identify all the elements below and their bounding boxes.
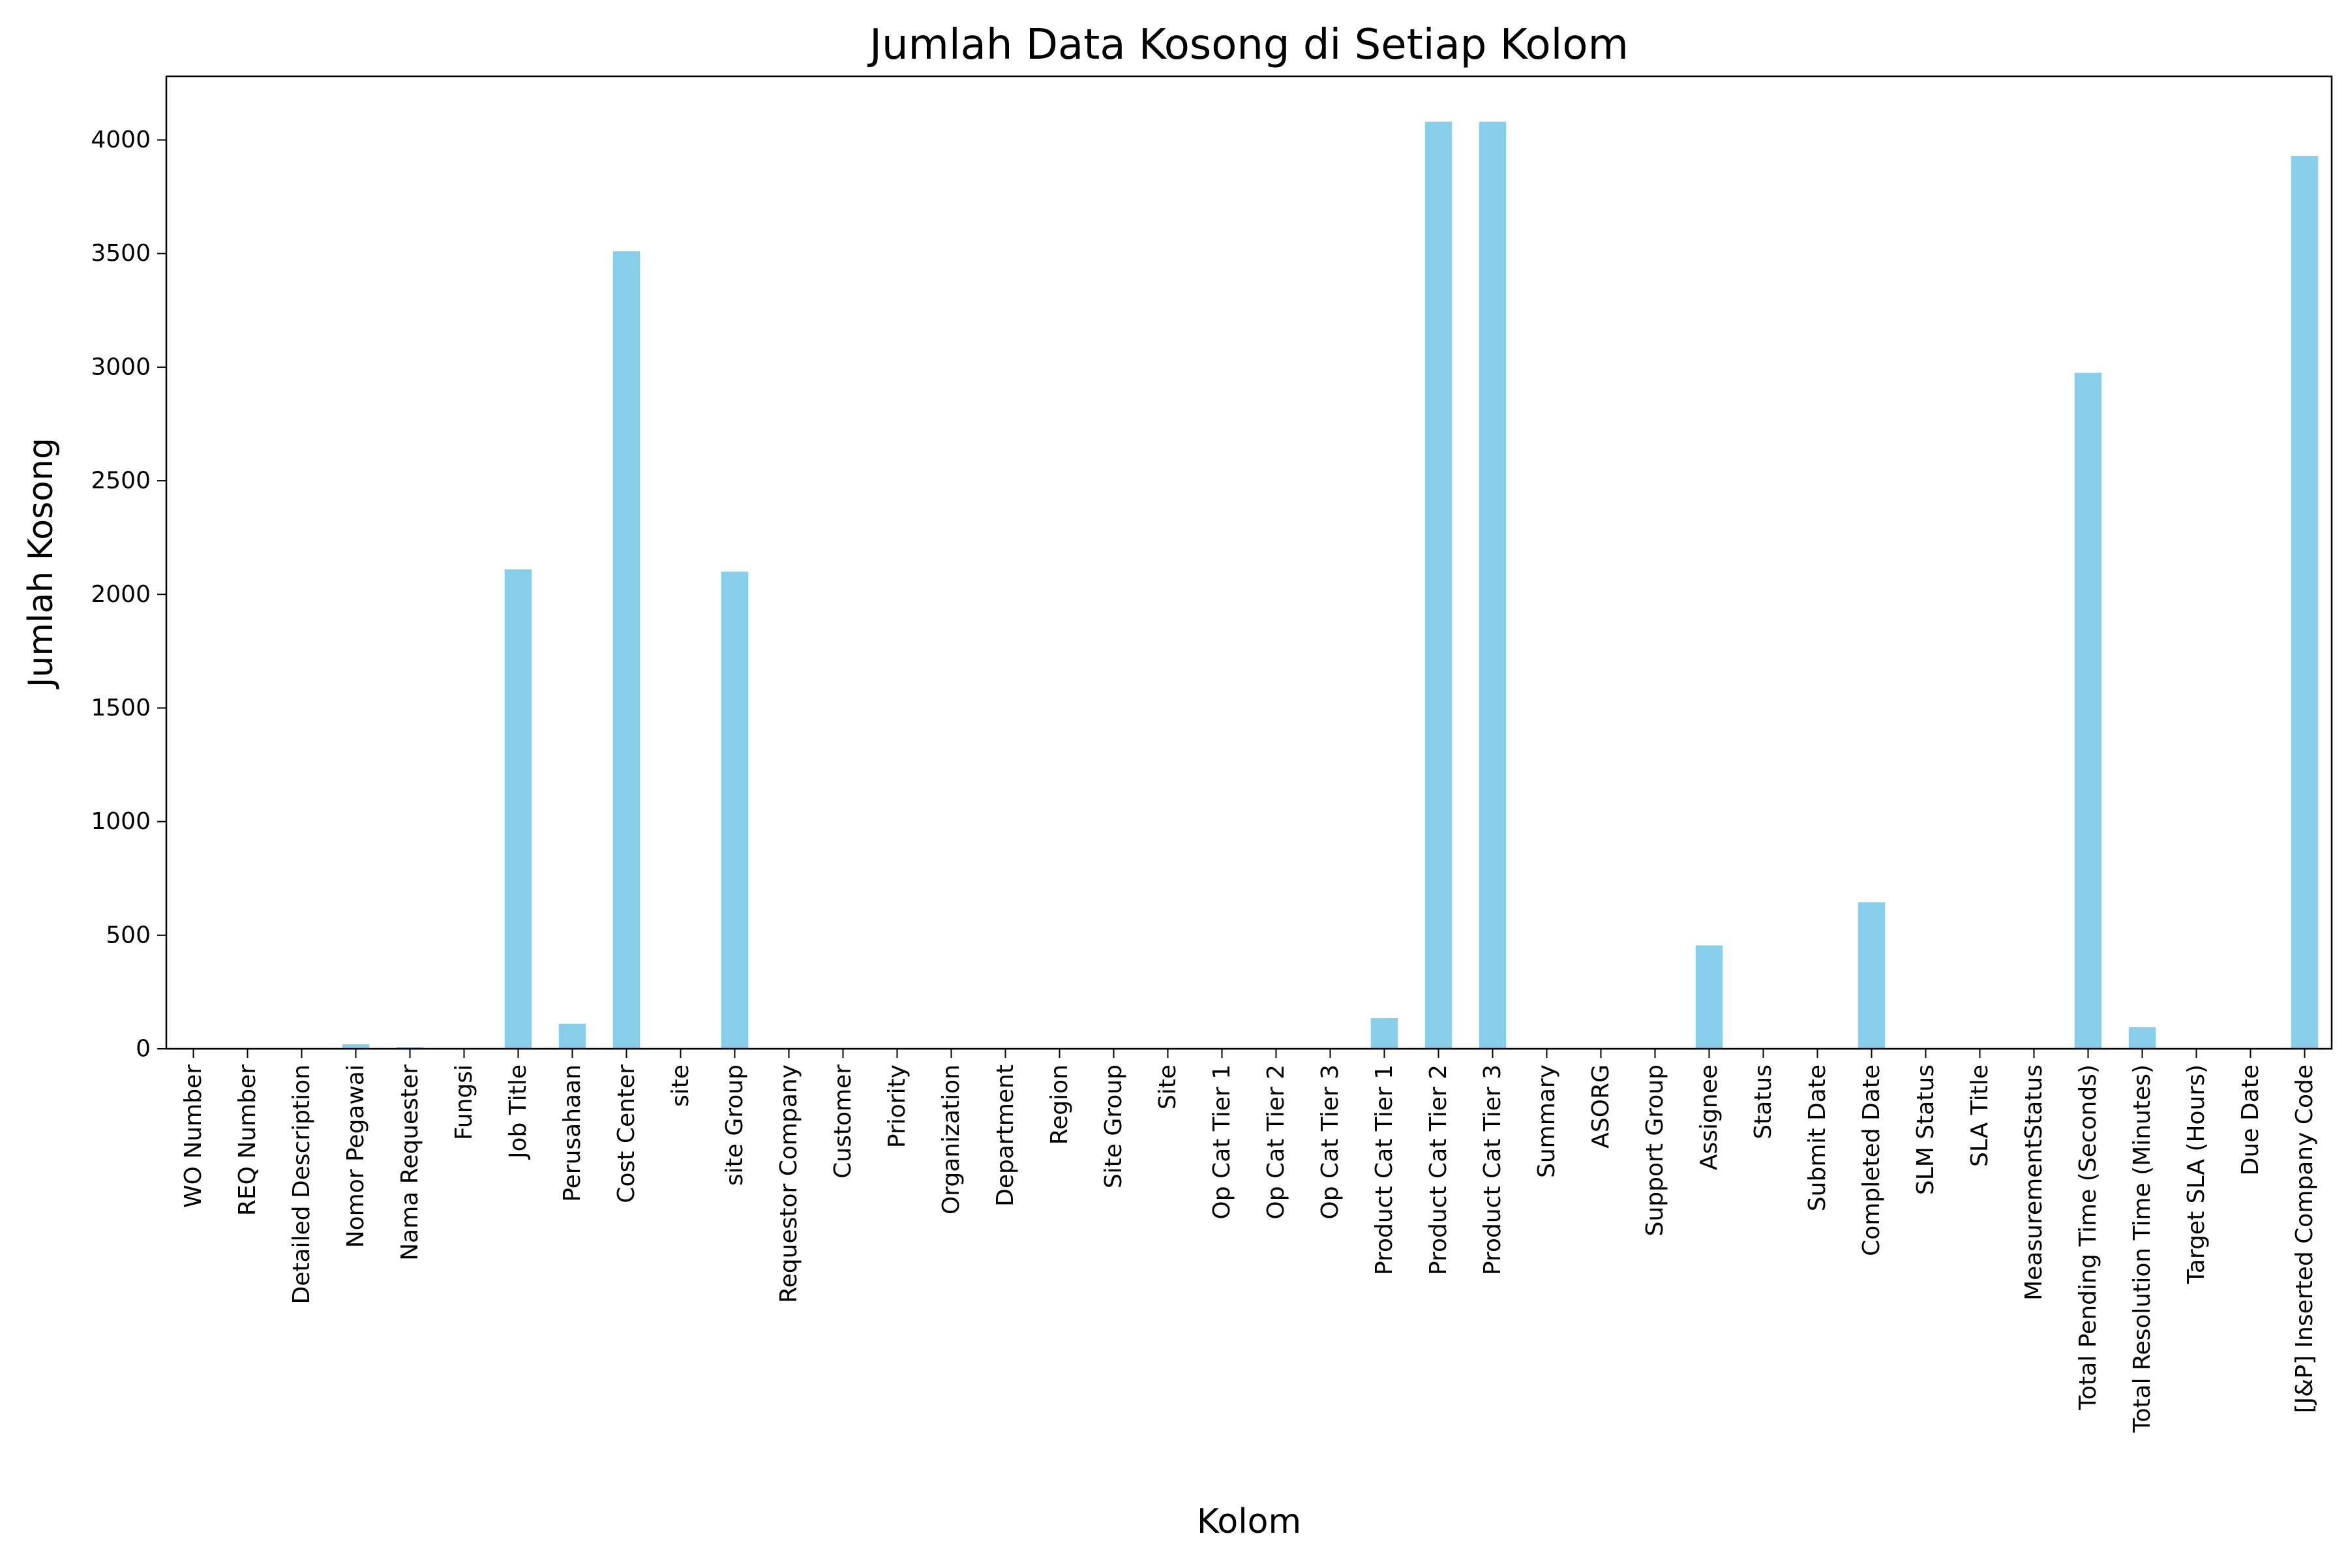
bar-35: [2074, 372, 2102, 1049]
bar-24: [1479, 121, 1507, 1049]
y-axis: 0 500 1000 1500 2000 2500 3000 3500 4000: [91, 127, 166, 1063]
x-tick-label: Product Cat Tier 2: [1425, 1064, 1452, 1275]
x-tick-label: Organization: [938, 1064, 965, 1214]
x-tick-label: Submit Date: [1804, 1064, 1831, 1211]
x-tick-label: Op Cat Tier 1: [1209, 1064, 1235, 1220]
bar-28: [1695, 945, 1723, 1049]
bar-10: [721, 571, 749, 1049]
x-tick-label: Site: [1154, 1064, 1181, 1109]
x-tick-label: Support Group: [1642, 1064, 1668, 1236]
x-tick-label: site Group: [721, 1064, 748, 1186]
bar-23: [1424, 121, 1452, 1049]
x-tick-label: Site Group: [1100, 1064, 1127, 1188]
x-tick-label: SLA Title: [1966, 1064, 1993, 1167]
x-tick-label: [J&P] Inserted Company Code: [2291, 1064, 2318, 1413]
y-tick-label: 3500: [91, 240, 151, 267]
x-tick-label: Summary: [1533, 1064, 1560, 1178]
x-tick-label: WO Number: [180, 1064, 207, 1208]
x-tick-label: ASORG: [1588, 1064, 1614, 1149]
bar-4: [396, 1047, 424, 1049]
bar-6: [504, 569, 532, 1049]
x-tick-label: Product Cat Tier 1: [1371, 1064, 1398, 1275]
y-tick-label: 2500: [91, 468, 151, 494]
x-tick-label: Region: [1046, 1064, 1073, 1145]
y-tick-label: 4000: [91, 127, 151, 153]
x-tick-label: Op Cat Tier 3: [1317, 1064, 1344, 1220]
y-tick-label: 3000: [91, 354, 151, 380]
x-tick-label: Detailed Description: [288, 1064, 315, 1304]
x-tick-label: Op Cat Tier 2: [1263, 1064, 1289, 1220]
x-tick-label: Priority: [884, 1064, 911, 1148]
y-tick-label: 1500: [91, 695, 151, 721]
chart-title: Jumlah Data Kosong di Setiap Kolom: [867, 21, 1629, 69]
bar-7: [558, 1023, 586, 1049]
bar-22: [1370, 1018, 1398, 1049]
x-tick-label: Fungsi: [451, 1064, 477, 1140]
x-tick-label: Total Pending Time (Seconds): [2075, 1064, 2101, 1411]
y-axis-label: Jumlah Kosong: [22, 438, 61, 689]
y-tick-label: 2000: [91, 581, 151, 608]
bar-3: [342, 1044, 370, 1049]
x-tick-label: Cost Center: [613, 1064, 640, 1203]
x-tick-label: Department: [992, 1064, 1019, 1207]
x-tick-label: Perusahaan: [559, 1064, 586, 1202]
bar-31: [1858, 902, 1886, 1049]
y-tick-label: 0: [136, 1036, 151, 1063]
x-tick-label: Nama Requester: [397, 1064, 423, 1261]
x-tick-label: Status: [1750, 1064, 1777, 1139]
y-tick-label: 1000: [91, 808, 151, 835]
bars-layer: [342, 121, 2319, 1049]
x-tick-label: site: [667, 1064, 694, 1107]
x-tick-label: Requestor Company: [775, 1064, 802, 1303]
x-tick-label: Target SLA (Hours): [2183, 1064, 2210, 1284]
plot-frame: [165, 75, 2333, 1050]
x-tick-label: SLM Status: [1912, 1064, 1939, 1195]
x-tick-label: Completed Date: [1858, 1064, 1885, 1256]
x-tick-label: MeasurementStatus: [2021, 1064, 2047, 1301]
x-tick-label: REQ Number: [234, 1064, 261, 1216]
x-tick-label: Customer: [830, 1064, 856, 1179]
x-tick-label: Total Resolution Time (Minutes): [2129, 1064, 2156, 1433]
x-tick-label: Nomor Pegawai: [342, 1064, 369, 1248]
bar-8: [612, 251, 640, 1049]
y-tick-label: 500: [106, 922, 151, 948]
bar-39: [2291, 155, 2319, 1049]
x-tick-label: Assignee: [1696, 1064, 1723, 1170]
x-axis: WO Number REQ Number Detailed Description N…: [180, 1049, 2318, 1433]
x-tick-label: Product Cat Tier 3: [1479, 1064, 1506, 1275]
x-axis-label: Kolom: [1197, 1502, 1301, 1541]
bar-36: [2128, 1027, 2156, 1049]
x-tick-label: Job Title: [505, 1064, 532, 1160]
x-tick-label: Due Date: [2237, 1064, 2264, 1175]
